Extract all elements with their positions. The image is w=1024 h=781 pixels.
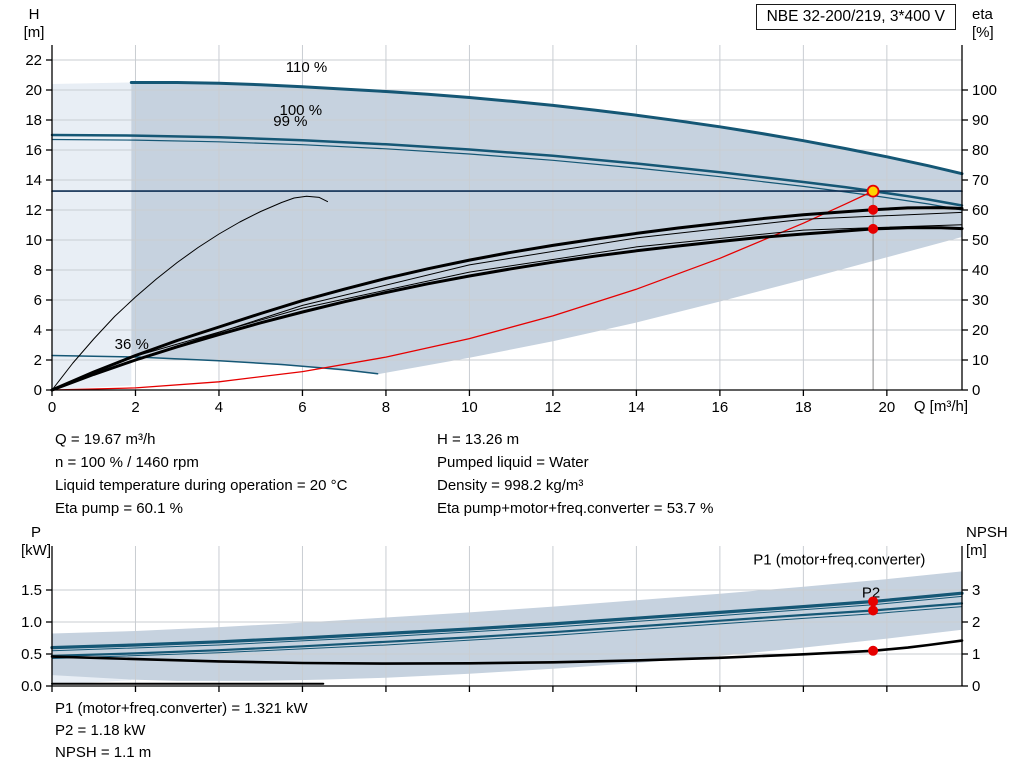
x-tick-label: 20 [879, 399, 896, 416]
h-axis-symbol: H [28, 6, 40, 23]
y-left-tick-label: 14 [25, 172, 42, 189]
y-right-tick-label: 90 [972, 112, 989, 129]
y-right-tick-label: 3 [972, 582, 980, 599]
npsh-axis-label: NPSH [m] [966, 524, 1022, 560]
head-curve-36pct [51, 354, 379, 375]
eta-total-point [868, 223, 879, 234]
info-liquid-temperature: Liquid temperature during operation = 20… [55, 477, 348, 494]
y-right-tick-label: 1 [972, 646, 980, 663]
y-right-tick-label: 20 [972, 322, 989, 339]
y-left-tick-label: 16 [25, 142, 42, 159]
y-left-tick-label: 1.0 [21, 614, 42, 631]
y-right-tick-label: 100 [972, 82, 997, 99]
curve-label: 36 % [115, 336, 149, 353]
pump-model-title: NBE 32-200/219, 3*400 V [755, 4, 956, 30]
x-tick-label: 6 [298, 399, 306, 416]
power-npsh-chart: 0.0 0.5 1.0 1.5 0 1 2 3 P1 (motor+freq.converter… [21, 546, 980, 695]
y-left-tick-label: 1.5 [21, 582, 42, 599]
result-p2: P2 = 1.18 kW [55, 722, 146, 739]
info-panel-left: Q = 19.67 m³/h n = 100 % / 1460 rpm Liqu… [55, 428, 347, 520]
p-axis-unit: [kW] [21, 542, 51, 559]
eta-axis-symbol: eta [972, 6, 993, 23]
curve-label: 99 % [273, 113, 307, 130]
info-head: H = 13.26 m [437, 431, 520, 448]
x-tick-label: 18 [795, 399, 812, 416]
x-tick-label: 0 [48, 399, 56, 416]
info-speed: n = 100 % / 1460 rpm [55, 454, 199, 471]
y-left-tick-label: 6 [34, 292, 42, 309]
y-right-tick-label: 0 [972, 678, 980, 695]
y-left-tick-label: 22 [25, 52, 42, 69]
y-left-tick-label: 20 [25, 82, 42, 99]
y-left-tick-label: 0 [34, 382, 42, 399]
curve-label: 110 % [286, 59, 327, 76]
x-tick-label: 12 [545, 399, 562, 416]
p-axis-symbol: P [30, 524, 41, 541]
hq-eta-chart: 0246810121416182022010203040506070809010… [25, 45, 997, 416]
info-eta-pump: Eta pump = 60.1 % [55, 500, 183, 517]
x-tick-label: 8 [382, 399, 390, 416]
npsh-axis-symbol: NPSH [966, 524, 1008, 541]
head-curve-110pct [129, 81, 964, 176]
result-panel: P1 (motor+freq.converter) = 1.321 kW P2 … [55, 698, 308, 764]
y-right-tick-label: 30 [972, 292, 989, 309]
npsh-point [868, 645, 879, 656]
curve-label: P1 (motor+freq.converter) [753, 551, 925, 568]
y-right-tick-label: 2 [972, 614, 980, 631]
y-left-tick-label: 4 [34, 322, 42, 339]
y-right-tick-label: 50 [972, 232, 989, 249]
operating-envelope [131, 82, 963, 375]
y-left-tick-label: 2 [34, 352, 42, 369]
result-p1: P1 (motor+freq.converter) = 1.321 kW [55, 700, 308, 717]
y-right-tick-label: 70 [972, 172, 989, 189]
h-axis-label: H [m] [18, 6, 50, 42]
npsh-curve [50, 639, 964, 665]
y-left-tick-label: 12 [25, 202, 42, 219]
h-axis-unit: [m] [23, 24, 45, 41]
y-left-tick-label: 0.0 [21, 678, 42, 695]
y-right-tick-label: 0 [972, 382, 980, 399]
info-eta-total: Eta pump+motor+freq.converter = 53.7 % [437, 500, 714, 517]
y-right-tick-label: 60 [972, 202, 989, 219]
y-left-tick-label: 8 [34, 262, 42, 279]
eta-total-thin [135, 224, 963, 357]
eta-pump-thin [135, 211, 963, 360]
y-left-tick-label: 18 [25, 112, 42, 129]
curve-label: 100 % [280, 102, 323, 119]
y-left-tick-label: 0.5 [21, 646, 42, 663]
duty-point [866, 184, 880, 198]
y-right-tick-label: 80 [972, 142, 989, 159]
y-left-tick-label: 10 [25, 232, 42, 249]
eta-axis-label: eta [%] [972, 6, 1012, 42]
x-tick-label: 2 [131, 399, 139, 416]
info-panel-right: H = 13.26 m Pumped liquid = Water Densit… [437, 428, 713, 520]
x-tick-label: 10 [461, 399, 478, 416]
info-pumped-liquid: Pumped liquid = Water [437, 454, 589, 471]
eta-part-load-curve [51, 195, 328, 391]
p1-point [868, 596, 879, 607]
q-axis-label: Q [m³/h] [913, 398, 968, 415]
y-right-tick-label: 40 [972, 262, 989, 279]
result-npsh: NPSH = 1.1 m [55, 744, 152, 761]
info-density: Density = 998.2 kg/m³ [437, 477, 584, 494]
eta-total-curve [50, 226, 964, 392]
eta-pump-point [868, 204, 879, 215]
y-right-tick-label: 10 [972, 352, 989, 369]
npsh-axis-unit: [m] [966, 542, 987, 559]
eta-axis-unit: [%] [972, 24, 994, 41]
head-curve-100pct [50, 133, 964, 207]
system-curve [51, 190, 874, 391]
x-tick-label: 16 [712, 399, 729, 416]
info-flow: Q = 19.67 m³/h [55, 431, 156, 448]
p-axis-label: P [kW] [18, 524, 54, 560]
p2-point [868, 605, 879, 616]
speed-range-left [52, 82, 132, 390]
x-tick-label: 4 [215, 399, 223, 416]
eta-pump-curve [50, 206, 964, 392]
x-tick-label: 14 [628, 399, 645, 416]
